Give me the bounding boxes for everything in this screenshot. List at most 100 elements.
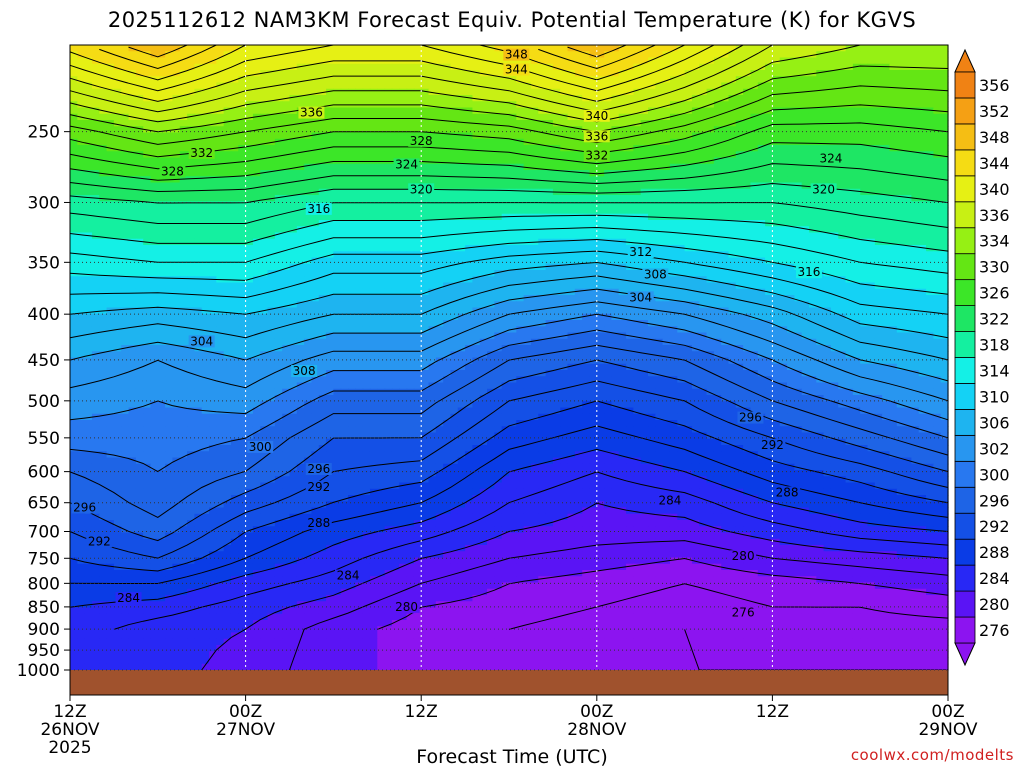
- field-cell: [516, 107, 525, 115]
- field-cell: [713, 82, 722, 90]
- field-cell: [143, 57, 152, 65]
- field-cell: [808, 232, 817, 240]
- field-cell: [487, 107, 495, 115]
- field-cell: [260, 88, 269, 96]
- field-cell: [633, 101, 642, 109]
- field-cell: [509, 151, 517, 159]
- field-cell: [757, 220, 766, 227]
- field-cell: [121, 245, 130, 252]
- field-cell: [428, 213, 437, 221]
- field-cell: [501, 107, 510, 115]
- field-cell: [882, 126, 891, 134]
- field-cell: [750, 151, 759, 159]
- field-cell: [443, 238, 452, 246]
- field-cell: [611, 145, 620, 152]
- field-cell: [545, 107, 554, 115]
- field-cell: [816, 282, 825, 290]
- field-cell: [128, 238, 137, 246]
- field-cell: [326, 120, 334, 127]
- field-cell: [882, 88, 891, 96]
- field-cell: [830, 232, 839, 240]
- field-cell: [618, 282, 627, 290]
- field-cell: [501, 132, 510, 140]
- field-cell: [611, 220, 620, 227]
- field-cell: [421, 176, 430, 184]
- field-cell: [340, 82, 349, 90]
- field-cell: [128, 207, 137, 215]
- field-cell: [860, 51, 869, 59]
- field-cell: [772, 263, 781, 271]
- field-cell: [435, 276, 444, 284]
- field-cell: [845, 82, 854, 90]
- field-cell: [896, 276, 905, 284]
- field-cell: [128, 263, 137, 271]
- field-cell: [230, 132, 239, 140]
- field-cell: [926, 207, 934, 215]
- field-cell: [230, 45, 239, 52]
- field-cell: [238, 201, 247, 209]
- field-cell: [611, 45, 620, 52]
- field-cell: [633, 113, 642, 121]
- field-cell: [296, 263, 305, 271]
- field-cell: [172, 63, 181, 71]
- field-cell: [201, 113, 210, 121]
- field-cell: [399, 301, 408, 309]
- field-cell: [765, 113, 773, 121]
- field-cell: [940, 57, 949, 65]
- field-cell: [830, 132, 839, 140]
- field-cell: [874, 270, 883, 277]
- field-cell: [487, 51, 495, 59]
- field-cell: [135, 295, 144, 302]
- field-cell: [326, 251, 334, 259]
- field-cell: [428, 195, 437, 202]
- field-cell: [238, 238, 247, 246]
- field-cell: [106, 88, 115, 96]
- field-cell: [384, 263, 393, 271]
- field-cell: [282, 45, 291, 52]
- field-cell: [157, 245, 166, 252]
- field-cell: [691, 120, 700, 127]
- field-cell: [260, 201, 269, 209]
- field-cell: [684, 95, 693, 102]
- field-cell: [933, 113, 942, 121]
- field-cell: [450, 151, 459, 159]
- field-cell: [743, 145, 752, 152]
- field-cell: [794, 188, 803, 196]
- field-cell: [728, 207, 737, 215]
- field-cell: [443, 88, 452, 96]
- field-cell: [596, 207, 605, 215]
- field-cell: [509, 176, 517, 184]
- field-cell: [435, 195, 444, 202]
- field-cell: [91, 201, 100, 209]
- field-cell: [545, 245, 554, 252]
- field-cell: [699, 238, 708, 246]
- field-cell: [501, 301, 510, 309]
- field-cell: [230, 195, 239, 202]
- field-cell: [911, 282, 920, 290]
- field-cell: [618, 251, 627, 259]
- field-cell: [377, 288, 386, 296]
- field-cell: [611, 270, 620, 277]
- field-cell: [867, 70, 876, 77]
- field-cell: [501, 151, 510, 159]
- field-cell: [611, 213, 620, 221]
- field-cell: [911, 157, 920, 165]
- field-cell: [252, 163, 261, 171]
- field-cell: [121, 207, 130, 215]
- field-cell: [721, 63, 730, 71]
- field-cell: [487, 226, 495, 234]
- field-cell: [406, 288, 415, 296]
- field-cell: [926, 176, 934, 184]
- field-cell: [282, 57, 291, 65]
- field-cell: [933, 163, 942, 171]
- field-cell: [655, 251, 664, 259]
- field-cell: [99, 101, 108, 109]
- field-cell: [99, 151, 108, 159]
- field-cell: [238, 170, 247, 177]
- field-cell: [926, 45, 934, 52]
- field-cell: [838, 57, 847, 65]
- field-cell: [326, 270, 334, 277]
- field-cell: [296, 70, 305, 77]
- field-cell: [721, 113, 730, 121]
- field-cell: [172, 45, 181, 52]
